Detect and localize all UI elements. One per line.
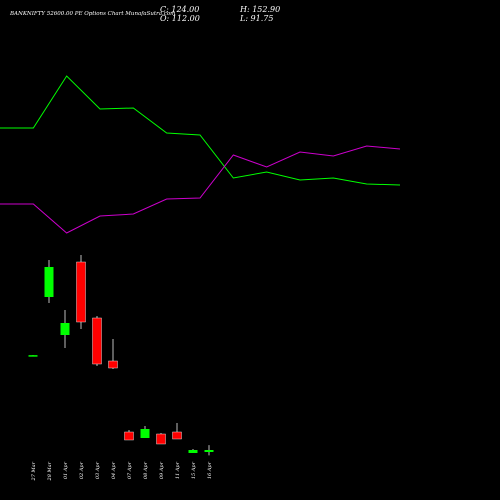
x-tick-label: 07 Apr (127, 461, 133, 479)
x-tick-label: 28 Mar (47, 461, 53, 481)
candle-body (188, 450, 198, 453)
x-tick-label: 01 Apr (63, 461, 69, 479)
x-tick-label: 27 Mar (31, 461, 37, 481)
candle-body (124, 431, 134, 441)
x-tick-label: 09 Apr (159, 461, 165, 479)
candle-body (172, 431, 182, 440)
candle-body (92, 317, 102, 365)
x-tick-label: 11 Apr (175, 461, 181, 479)
x-tick-label: 16 Apr (207, 461, 213, 479)
candle-body (156, 433, 166, 445)
indicator-line (0, 145, 401, 234)
close-label: C: 124.00 (160, 5, 199, 14)
x-tick-label: 15 Apr (191, 461, 197, 479)
indicator-line (0, 75, 401, 186)
chart-title: BANKNIFTY 52600.00 PE Options Chart Muna… (9, 11, 175, 17)
x-tick-label: 04 Apr (111, 461, 117, 479)
x-tick-label: 03 Apr (95, 461, 101, 479)
open-label: O: 112.00 (160, 14, 200, 23)
candle-body (28, 355, 38, 357)
x-tick-label: 08 Apr (143, 461, 149, 479)
candle-body (140, 429, 150, 438)
candle-body (76, 261, 86, 323)
candle-body (44, 267, 54, 297)
candle-body (204, 450, 214, 452)
candle-body (108, 360, 118, 369)
high-label: H: 152.90 (239, 5, 280, 14)
low-label: L: 91.75 (239, 14, 273, 23)
candle-body (60, 323, 70, 335)
x-tick-label: 02 Apr (79, 461, 85, 479)
